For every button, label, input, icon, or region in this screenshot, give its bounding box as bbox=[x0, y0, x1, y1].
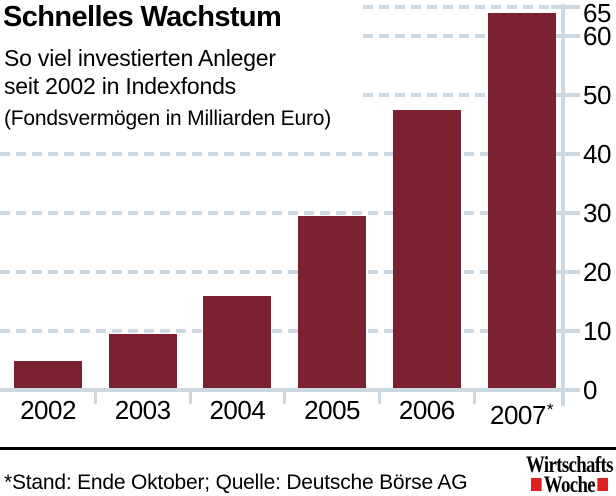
logo-red-square-right-icon bbox=[597, 478, 609, 491]
chart-subtitle-line2: seit 2002 in Indexfonds bbox=[4, 73, 236, 99]
chart-subtitle-line1: So viel investierten Anleger bbox=[4, 45, 276, 71]
y-tick-label-0: 0 bbox=[583, 375, 597, 405]
logo-red-square-left-icon bbox=[530, 478, 542, 491]
y-tick-20 bbox=[551, 270, 580, 275]
gridline-30 bbox=[0, 211, 561, 216]
chart-header: Schnelles Wachstum So viel investierten … bbox=[3, 0, 362, 142]
chart-title: Schnelles Wachstum bbox=[3, 1, 282, 33]
y-tick-50 bbox=[551, 93, 580, 98]
x-tick-2 bbox=[188, 392, 192, 404]
gridline-65 bbox=[363, 5, 561, 9]
x-tick-1 bbox=[93, 392, 97, 404]
x-tick-label-2007: 2007* bbox=[490, 400, 554, 430]
y-axis-line bbox=[561, 4, 565, 406]
bar-2006 bbox=[392, 110, 461, 388]
y-tick-60 bbox=[551, 34, 580, 39]
gridline-40 bbox=[0, 152, 561, 157]
y-tick-label-65: 65 bbox=[583, 0, 611, 28]
gridline-50 bbox=[363, 93, 561, 98]
y-tick-65 bbox=[551, 5, 580, 9]
bar-2004 bbox=[203, 295, 272, 388]
y-tick-40 bbox=[551, 152, 580, 157]
chart-subtitle: So viel investierten Anleger seit 2002 i… bbox=[4, 44, 276, 100]
y-tick-label-30: 30 bbox=[583, 198, 611, 229]
logo-text-wirtschafts: Wirtschafts bbox=[526, 452, 613, 477]
y-tick-label-40: 40 bbox=[583, 139, 611, 170]
chart-unit-note: (Fondsvermögen in Milliarden Euro) bbox=[4, 107, 332, 130]
x-axis-line bbox=[0, 388, 565, 392]
footer-divider bbox=[0, 447, 616, 450]
gridline-20 bbox=[0, 270, 561, 275]
x-tick-4 bbox=[377, 392, 381, 404]
gridline-60 bbox=[363, 34, 561, 39]
bar-2005 bbox=[298, 216, 367, 388]
logo-text-woche: Woche bbox=[544, 472, 596, 496]
y-tick-0 bbox=[551, 388, 580, 392]
logo-second-line: Woche bbox=[526, 472, 613, 496]
bar-2007 bbox=[487, 12, 556, 388]
bar-2002 bbox=[14, 360, 82, 388]
footnote-asterisk: * bbox=[546, 400, 554, 419]
bar-2003 bbox=[108, 334, 177, 388]
y-tick-label-10: 10 bbox=[583, 316, 611, 347]
x-tick-label-2004: 2004 bbox=[209, 395, 266, 425]
x-tick-5 bbox=[472, 392, 476, 404]
y-tick-10 bbox=[551, 329, 580, 334]
x-tick-label-2003: 2003 bbox=[114, 395, 171, 425]
x-tick-3 bbox=[283, 392, 287, 404]
y-tick-label-60: 60 bbox=[583, 21, 611, 52]
y-tick-label-50: 50 bbox=[583, 80, 611, 111]
x-tick-label-2002: 2002 bbox=[20, 395, 76, 425]
x-tick-label-2006: 2006 bbox=[398, 395, 455, 425]
source-note: *Stand: Ende Oktober; Quelle: Deutsche B… bbox=[4, 471, 468, 494]
x-tick-label-2005: 2005 bbox=[304, 395, 361, 425]
y-tick-label-20: 20 bbox=[583, 257, 611, 288]
gridline-10 bbox=[0, 329, 561, 334]
y-tick-30 bbox=[551, 211, 580, 216]
wirtschaftswoche-logo: Wirtschafts Woche bbox=[526, 452, 613, 496]
